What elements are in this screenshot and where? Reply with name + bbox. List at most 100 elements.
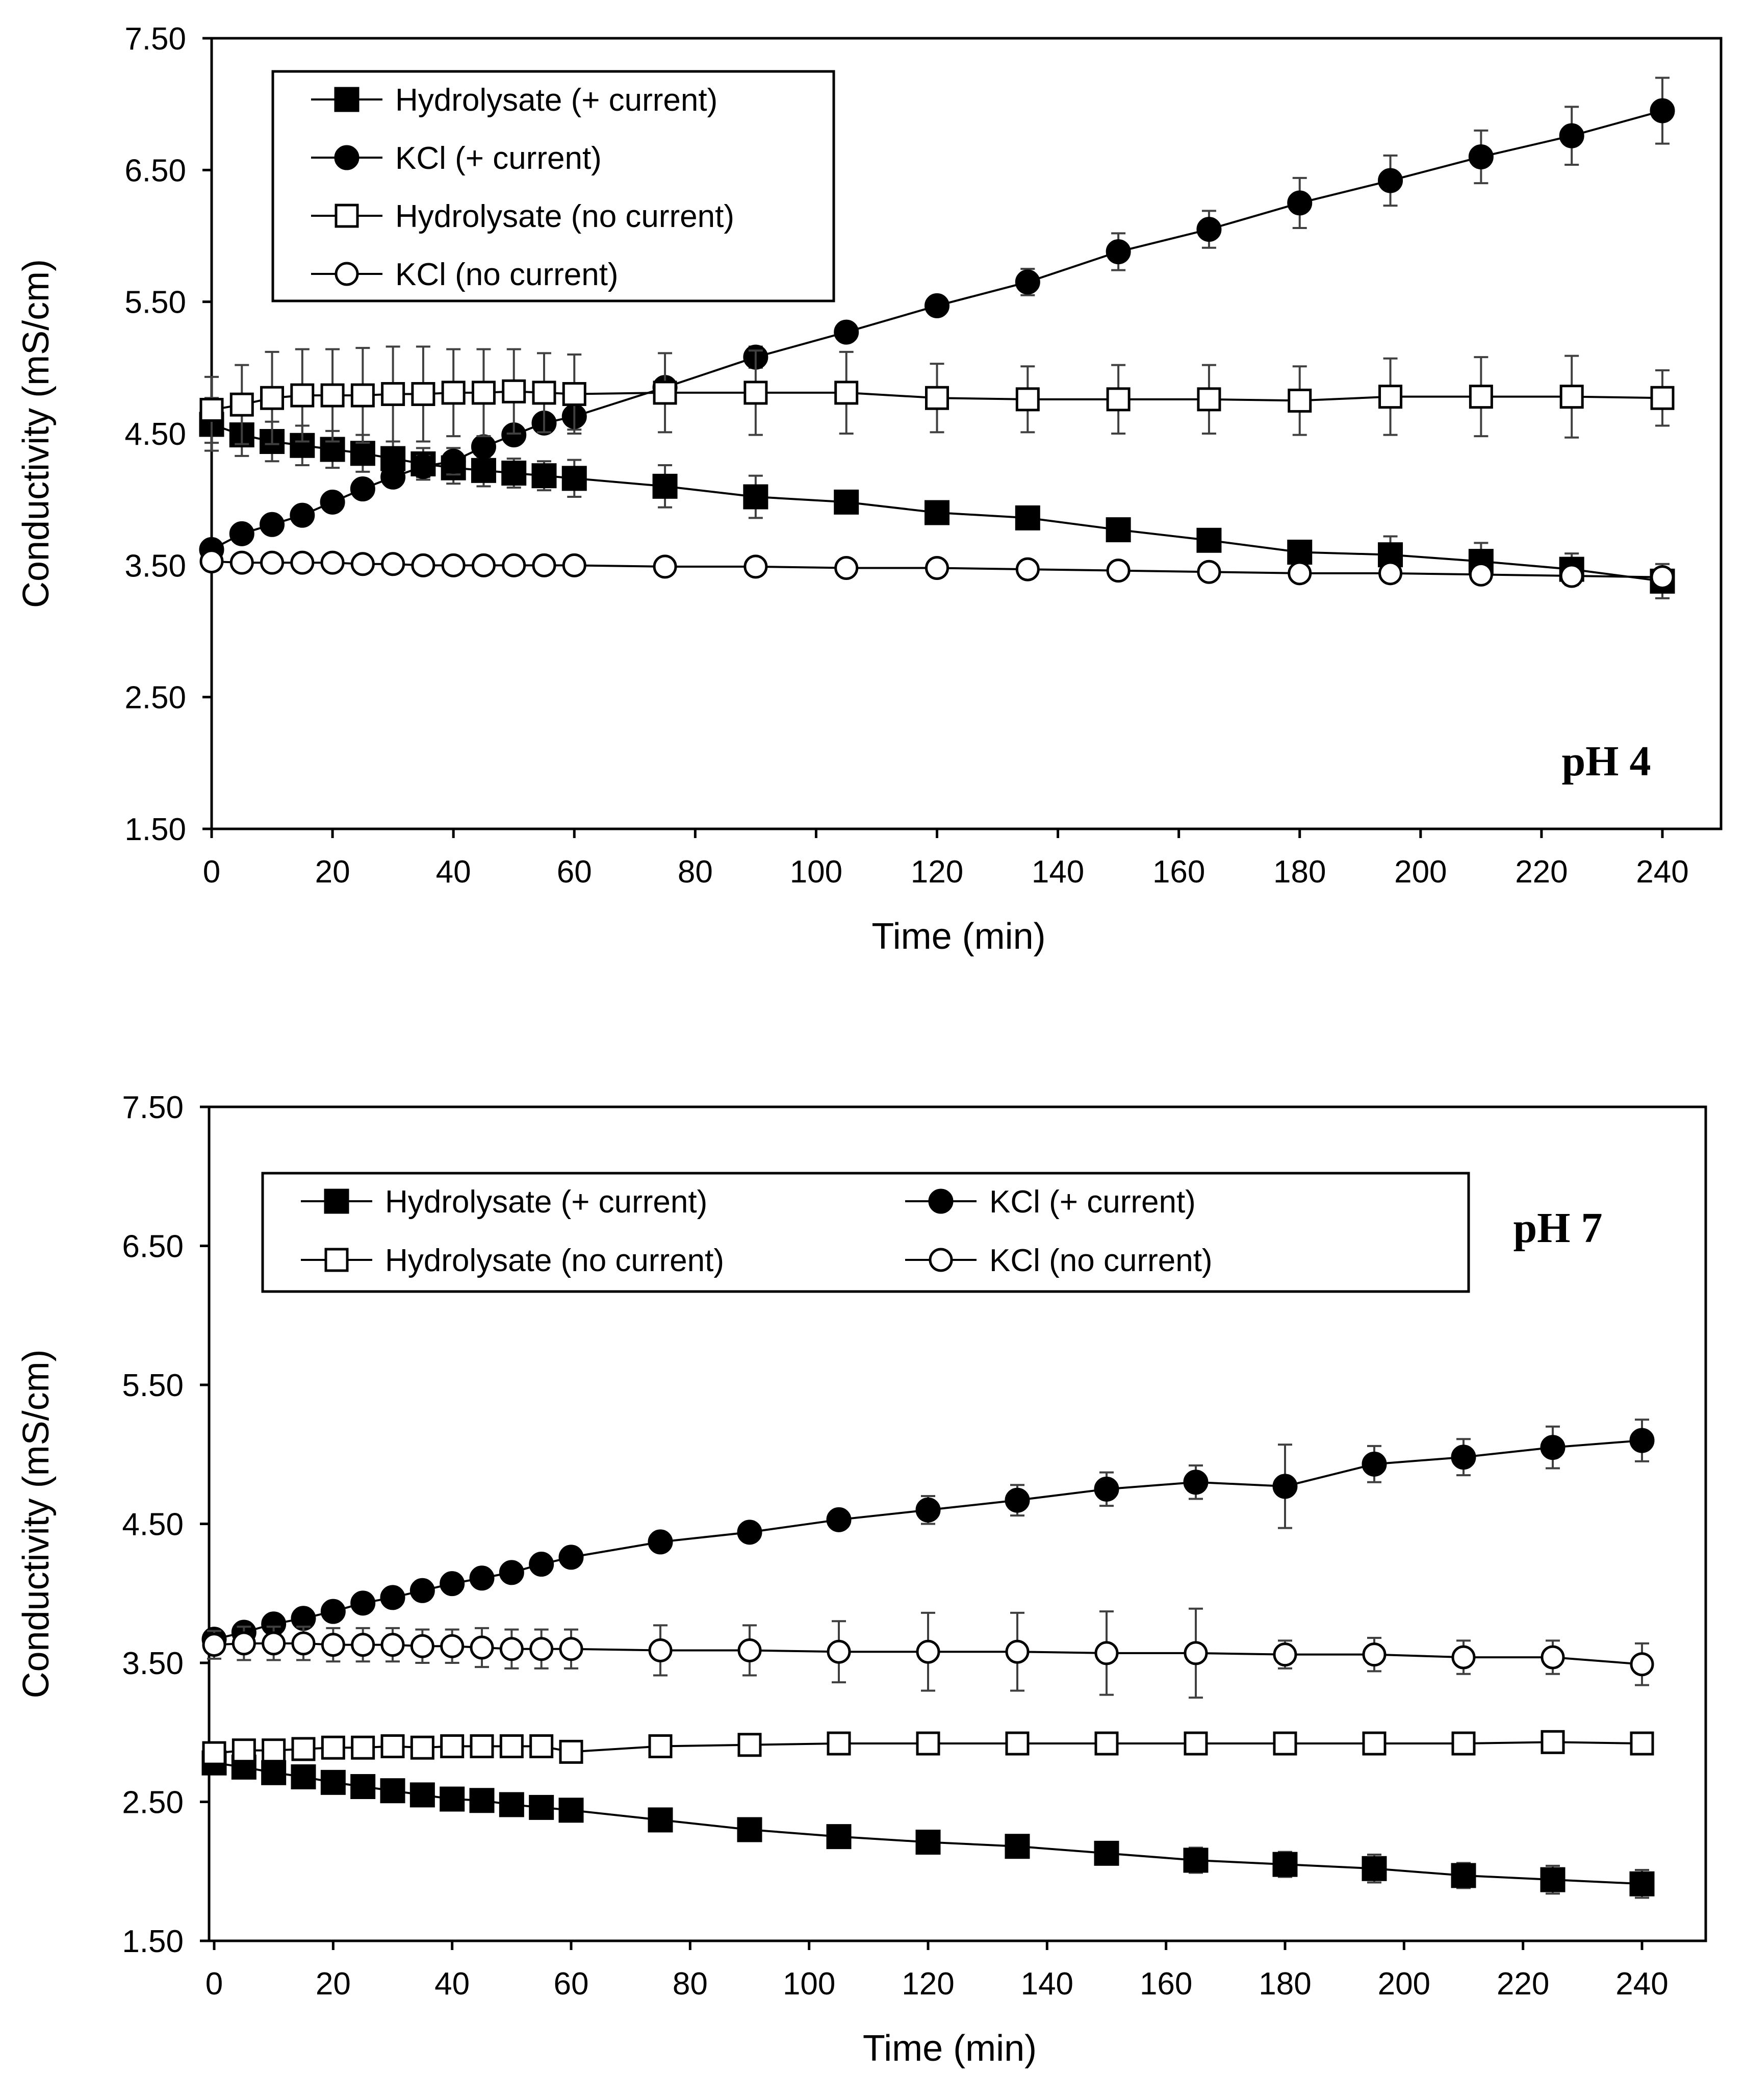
x-tick-label: 160	[1152, 854, 1205, 890]
data-point	[260, 386, 285, 410]
y-tick-label: 7.50	[124, 21, 186, 57]
data-point	[916, 1731, 940, 1756]
data-point	[1650, 565, 1675, 590]
data-point	[559, 1637, 583, 1661]
data-point	[321, 1633, 345, 1657]
data-point	[350, 552, 375, 576]
data-point	[1469, 385, 1493, 409]
data-point	[652, 473, 678, 499]
data-point	[648, 1529, 673, 1555]
data-point	[1106, 559, 1131, 583]
data-point	[653, 554, 677, 579]
data-point	[471, 434, 496, 460]
data-point	[1094, 1840, 1119, 1866]
legend-label: Hydrolysate (no current)	[395, 199, 734, 234]
data-point	[499, 1637, 524, 1661]
data-point	[290, 550, 315, 575]
data-point	[1629, 1428, 1655, 1453]
x-tick-label: 100	[790, 854, 842, 890]
x-tick-label: 20	[315, 854, 350, 890]
data-point	[441, 553, 466, 577]
data-point	[1630, 1731, 1654, 1756]
data-point	[1094, 1731, 1119, 1756]
data-point	[1288, 561, 1312, 586]
data-point	[834, 319, 859, 345]
y-tick-label: 1.50	[124, 812, 186, 847]
data-point	[1273, 1642, 1297, 1667]
data-point	[411, 553, 435, 577]
legend-marker	[928, 1188, 954, 1214]
data-point	[1362, 1856, 1387, 1881]
data-point	[469, 1565, 495, 1591]
data-point	[915, 1830, 941, 1855]
series-open-circle	[199, 549, 1675, 590]
data-point	[410, 1634, 434, 1658]
data-point	[262, 1631, 286, 1656]
data-point	[410, 454, 436, 479]
legend-box	[271, 70, 835, 302]
data-point	[499, 1560, 524, 1585]
x-tick-label: 40	[434, 1966, 470, 2002]
x-tick-label: 220	[1497, 1966, 1549, 2002]
legend-label: KCl (+ current)	[989, 1184, 1196, 1220]
data-point	[199, 549, 224, 574]
y-tick-label: 3.50	[122, 1646, 184, 1681]
x-tick-label: 140	[1032, 854, 1084, 890]
data-point	[440, 1571, 465, 1597]
data-point	[1005, 1487, 1030, 1513]
panel-label: pH 7	[1513, 1204, 1602, 1252]
data-point	[381, 382, 405, 406]
data-point	[199, 398, 224, 422]
data-point	[1184, 1731, 1208, 1756]
data-point	[232, 1631, 256, 1656]
data-point	[229, 550, 254, 575]
data-point	[737, 1733, 762, 1757]
data-point	[1650, 386, 1675, 410]
data-point	[320, 489, 345, 515]
data-point	[648, 1807, 673, 1833]
data-point	[648, 1638, 673, 1662]
data-point	[826, 1507, 852, 1532]
x-axis-title: Time (min)	[871, 916, 1045, 957]
data-point	[320, 1769, 346, 1795]
data-point	[202, 1633, 226, 1657]
data-point	[737, 1520, 762, 1545]
data-point	[1362, 1731, 1387, 1756]
data-point	[1094, 1641, 1119, 1665]
data-point	[737, 1638, 762, 1662]
data-point	[410, 1735, 434, 1760]
data-point	[529, 1734, 554, 1758]
x-tick-label: 140	[1021, 1966, 1073, 2002]
data-point	[916, 1639, 940, 1664]
data-point	[925, 293, 950, 318]
data-point	[1362, 1451, 1387, 1477]
data-point	[1015, 557, 1040, 581]
x-tick-label: 80	[678, 854, 713, 890]
data-point	[1451, 1445, 1476, 1470]
x-tick-label: 200	[1378, 1966, 1430, 2002]
data-point	[826, 1824, 852, 1850]
data-point	[470, 1635, 494, 1660]
y-tick-label: 6.50	[124, 153, 186, 188]
legend-label: KCl (no current)	[395, 257, 619, 292]
data-point	[1287, 190, 1313, 216]
legend-marker	[324, 1188, 349, 1214]
data-point	[320, 383, 345, 408]
x-tick-label: 120	[902, 1966, 954, 2002]
data-point	[1287, 540, 1313, 565]
data-point	[381, 552, 405, 576]
data-point	[471, 458, 496, 483]
data-point	[380, 1778, 405, 1804]
data-point	[441, 381, 466, 405]
legend-marker	[324, 1248, 349, 1272]
legend-marker	[335, 204, 359, 228]
series-line	[214, 1762, 1643, 1885]
data-point	[409, 1578, 435, 1603]
data-point	[925, 386, 949, 410]
data-point	[350, 383, 375, 408]
data-point	[1541, 1645, 1565, 1669]
data-point	[1106, 517, 1131, 543]
data-point	[380, 446, 406, 471]
data-point	[502, 379, 526, 403]
data-point	[561, 466, 587, 491]
